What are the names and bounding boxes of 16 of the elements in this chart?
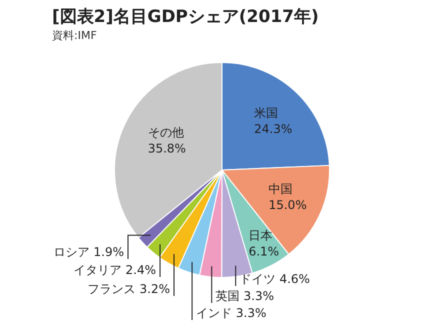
slice-label: 英国 3.3% [216, 289, 274, 304]
slice-label: インド 3.3% [196, 306, 266, 320]
slice-label: 中国 [268, 182, 293, 196]
slice-label: ドイツ 4.6% [240, 272, 310, 286]
data-label: 15.0% [268, 198, 307, 212]
text: 資料:IMF [52, 28, 97, 43]
slice-label: フランス 3.2% [88, 282, 170, 296]
slice-label: その他 [148, 125, 184, 140]
data-label: 24.3% [254, 122, 292, 136]
chart-title: [図表2]名目GDPシェア(2017年) [52, 6, 319, 28]
slice-label: 日本 [248, 228, 273, 243]
data-label: 35.8% [148, 141, 186, 156]
slice-label: 米国 [254, 106, 278, 120]
slice-label: イタリア 2.4% [74, 263, 156, 278]
data-label: 6.1% [248, 244, 280, 259]
slice-label: ロシア 1.9% [54, 245, 124, 260]
